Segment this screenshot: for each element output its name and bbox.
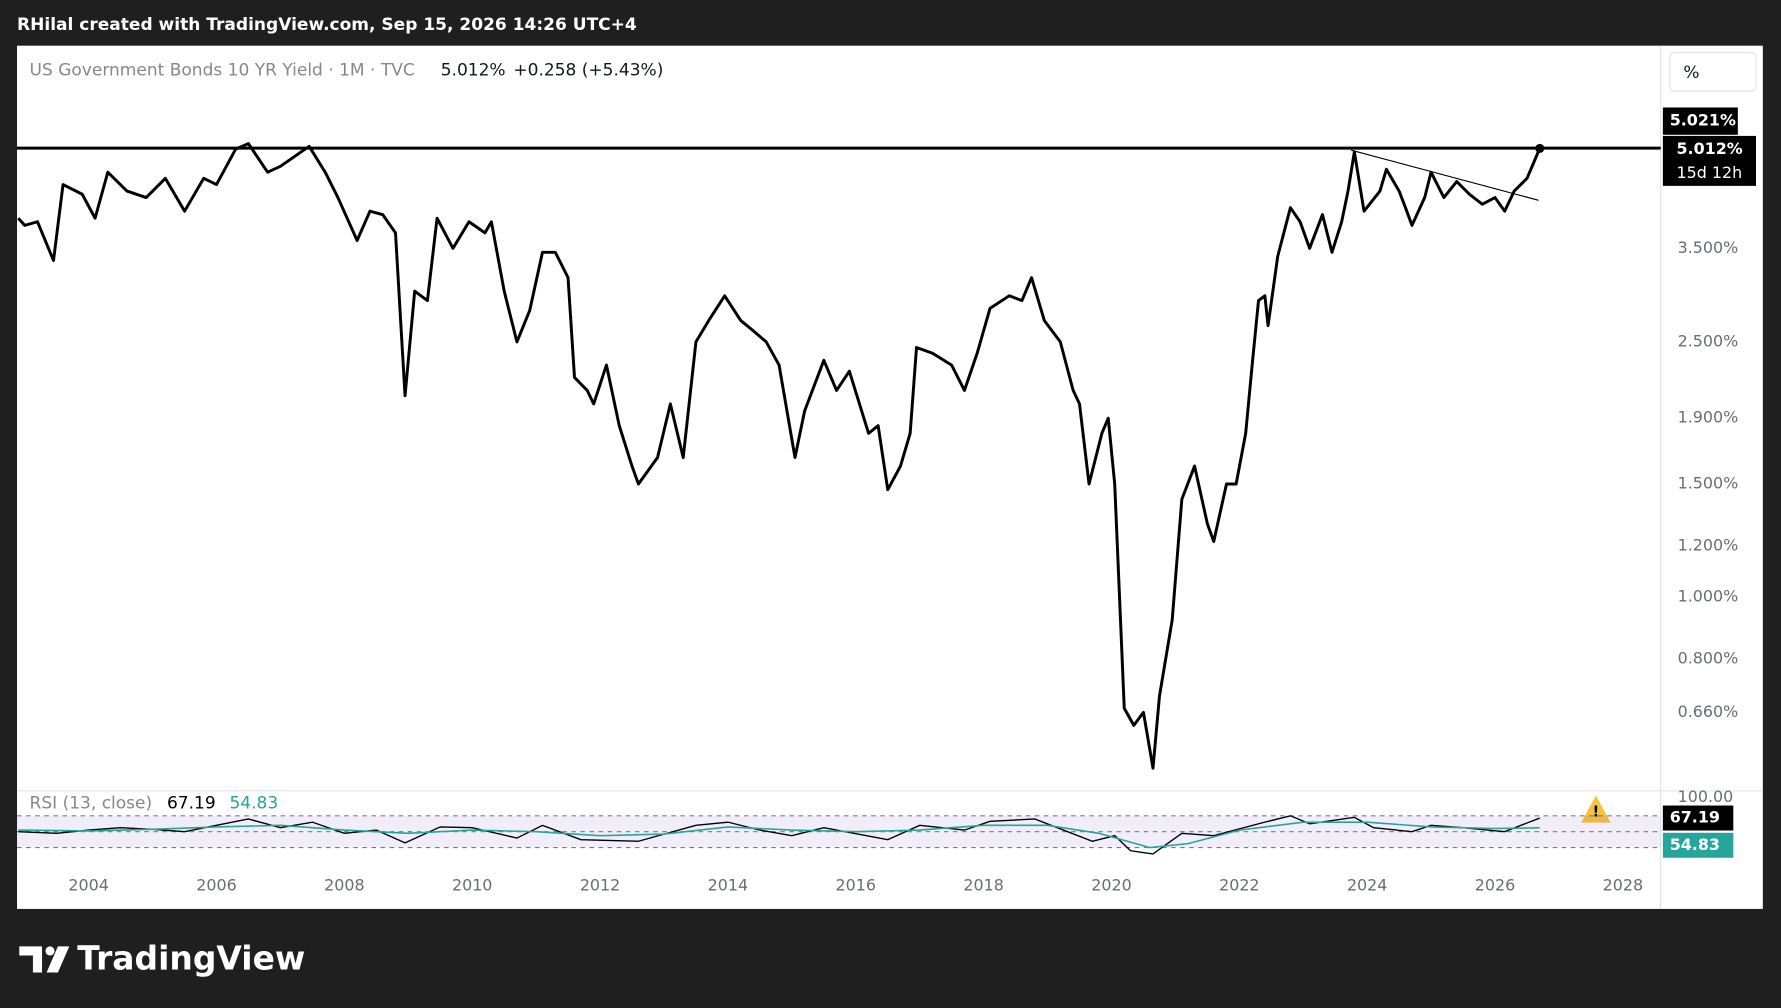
x-tick-label: 2016 <box>836 876 876 895</box>
x-tick-label: 2006 <box>196 876 236 895</box>
y-tick-label: 3.500% <box>1678 238 1739 257</box>
x-tick-label: 2024 <box>1347 876 1387 895</box>
symbol-title: US Government Bonds 10 YR Yield · 1M · T… <box>30 61 415 81</box>
last-value: 5.012% <box>441 61 506 81</box>
last-price-tag-box <box>1662 135 1757 186</box>
rsi-value-tag-box <box>1662 805 1734 831</box>
line-price-tag-label: 5.021% <box>1670 111 1736 130</box>
x-tick-label: 2022 <box>1219 876 1259 895</box>
change: +0.258 (+5.43%) <box>513 61 663 81</box>
logo: TradingView <box>19 939 305 978</box>
rsi-value: 67.19 <box>167 793 216 813</box>
warning-icon[interactable]: ! <box>1581 795 1611 823</box>
y-tick-label: 100.00 <box>1678 787 1734 806</box>
unit-button[interactable] <box>1669 51 1757 92</box>
x-tick-label: 2008 <box>324 876 364 895</box>
chart-panel <box>17 45 1763 909</box>
last-price-tag: 5.012% 15d 12h <box>1662 135 1757 186</box>
logo-text: TradingView <box>77 939 305 978</box>
y-tick-label: 1.900% <box>1678 408 1739 427</box>
warning-mark[interactable]: ! <box>1592 803 1599 820</box>
y-tick-label: 2.500% <box>1678 331 1739 350</box>
trendline <box>1351 149 1539 201</box>
y-tick-label: 0.800% <box>1678 648 1739 667</box>
rsi-value-tag: 67.19 <box>1662 805 1734 831</box>
plot-area <box>17 142 1542 770</box>
rsi-value-tag-label: 67.19 <box>1670 808 1720 827</box>
x-tick-label: 2004 <box>68 876 108 895</box>
attribution: RHilal created with TradingView.com, Sep… <box>17 15 637 35</box>
plot-area <box>17 815 1661 855</box>
y-tick-label: 0.660% <box>1678 702 1739 721</box>
indicator-line <box>18 815 1540 855</box>
y-tick-label: 1.000% <box>1678 586 1739 605</box>
logo-glyph <box>19 946 43 973</box>
rsi-value-tag-box <box>1662 832 1734 858</box>
x-tick-label: 2012 <box>580 876 620 895</box>
line-price-tag: 5.021% <box>1662 107 1738 135</box>
logo-dot <box>45 946 55 956</box>
rsi-value: 54.83 <box>229 793 278 813</box>
rsi-value-tag: 54.83 <box>1662 832 1734 858</box>
x-tick-label: 2010 <box>452 876 492 895</box>
unit-button-label[interactable]: % <box>1683 63 1699 83</box>
last-point <box>1535 143 1545 153</box>
indicator-line <box>18 821 1540 849</box>
y-tick-label: 1.200% <box>1678 536 1739 555</box>
rsi-title: RSI (13, close) <box>30 793 153 813</box>
x-tick-label: 2028 <box>1603 876 1643 895</box>
y-tick-label: 1.500% <box>1678 474 1739 493</box>
countdown: 15d 12h <box>1677 163 1743 182</box>
last-price-tag-label: 5.012% <box>1677 139 1743 158</box>
logo-glyph <box>46 946 70 973</box>
x-tick-label: 2014 <box>708 876 748 895</box>
price-line <box>17 142 1542 770</box>
line-price-tag-box <box>1662 107 1738 135</box>
x-tick-label: 2026 <box>1475 876 1515 895</box>
x-tick-label: 2020 <box>1091 876 1131 895</box>
x-tick-label: 2018 <box>963 876 1003 895</box>
warning-triangle[interactable] <box>1581 795 1611 823</box>
rsi-value-tag-label: 54.83 <box>1670 835 1720 854</box>
